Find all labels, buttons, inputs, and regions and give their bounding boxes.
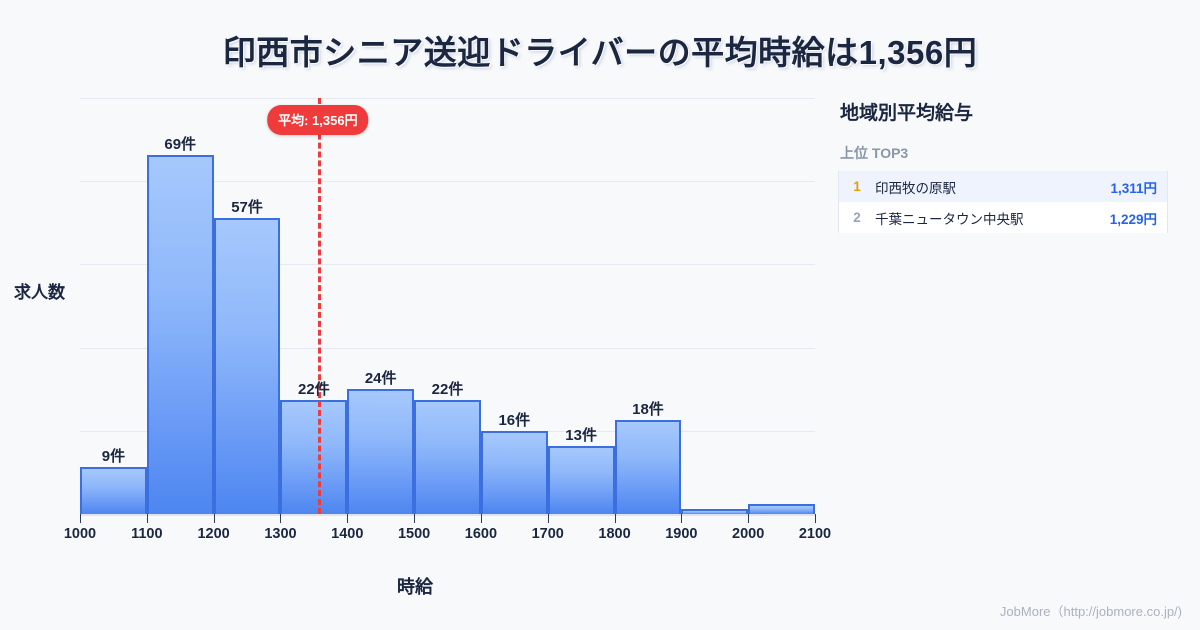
rank-row[interactable]: 1 印西牧の原駅 1,311円 bbox=[839, 171, 1167, 202]
x-axis-tick bbox=[547, 514, 549, 523]
gridline bbox=[80, 264, 815, 266]
histogram-bar bbox=[480, 430, 548, 514]
x-axis-tick bbox=[280, 514, 282, 523]
x-axis-tick bbox=[414, 514, 416, 523]
bar-value-label: 22件 bbox=[298, 380, 330, 398]
x-axis-tick bbox=[146, 514, 148, 523]
histogram-bar bbox=[614, 420, 682, 514]
x-axis-tick bbox=[748, 514, 750, 523]
x-axis-tick-label: 1600 bbox=[464, 526, 498, 542]
histogram-bar bbox=[347, 389, 415, 514]
histogram-bar bbox=[146, 155, 214, 514]
x-axis-tick bbox=[213, 514, 215, 523]
y-axis-label: 求人数 bbox=[14, 283, 65, 302]
bar-value-label: 69件 bbox=[164, 136, 197, 154]
histogram-bar bbox=[213, 217, 281, 514]
gridline bbox=[80, 98, 815, 99]
bar-value-label: 9件 bbox=[101, 448, 126, 466]
rank-wage-value: 1,311円 bbox=[1110, 180, 1157, 196]
histogram-bar bbox=[547, 446, 615, 514]
x-axis-tick bbox=[681, 514, 683, 523]
x-axis-tick bbox=[80, 514, 81, 523]
rank-area-name: 印西牧の原駅 bbox=[875, 180, 956, 196]
page-title: 印西市シニア送迎ドライバーの平均時給は1,356円 bbox=[222, 34, 978, 71]
x-axis-tick-label: 1400 bbox=[331, 526, 364, 542]
gridline bbox=[80, 181, 815, 183]
bar-value-label: 57件 bbox=[231, 198, 263, 216]
rank-wage-value: 1,229円 bbox=[1109, 211, 1157, 227]
histogram-bar bbox=[748, 503, 815, 514]
x-axis-tick-label: 2100 bbox=[798, 526, 832, 542]
x-axis-baseline bbox=[80, 514, 815, 516]
x-axis-tick-label: 1500 bbox=[397, 526, 431, 542]
rank-number: 1 bbox=[853, 179, 861, 194]
x-axis-tick-label: 1000 bbox=[63, 526, 97, 542]
plot-area bbox=[80, 98, 815, 514]
bar-value-label: 24件 bbox=[364, 370, 397, 388]
sidebar: 地域別平均給与 上位 TOP3 1 印西牧の原駅 1,311円 2 千葉ニュータウン中央… bbox=[838, 98, 1168, 233]
sidebar-heading: 地域別平均給与 bbox=[840, 103, 974, 124]
footer-watermark: JobMore（http://jobmore.co.jp/) bbox=[999, 604, 1182, 619]
x-axis-tick-label: 1100 bbox=[131, 526, 163, 542]
x-axis-tick bbox=[480, 514, 482, 523]
rank-row[interactable]: 2 千葉ニュータウン中央駅 1,229円 bbox=[839, 202, 1167, 233]
rank-table: 1 印西牧の原駅 1,311円 2 千葉ニュータウン中央駅 1,229円 bbox=[838, 171, 1168, 233]
x-axis-tick bbox=[614, 514, 616, 523]
sidebar-subheading: 上位 TOP3 bbox=[840, 145, 909, 161]
bar-value-label: 22件 bbox=[431, 380, 464, 398]
x-axis-tick-label: 1800 bbox=[598, 526, 631, 542]
histogram-bar bbox=[80, 467, 147, 514]
bar-value-label: 18件 bbox=[632, 401, 664, 419]
rank-area-name: 千葉ニュータウン中央駅 bbox=[875, 211, 1024, 227]
x-axis-tick-label: 1900 bbox=[665, 526, 698, 542]
average-badge: 平均: 1,356円 bbox=[267, 105, 369, 135]
x-axis-tick bbox=[347, 514, 349, 523]
x-axis-tick bbox=[815, 514, 816, 523]
x-axis-tick-label: 1700 bbox=[531, 526, 564, 542]
rank-number: 2 bbox=[853, 210, 861, 225]
x-axis-tick-label: 1300 bbox=[264, 526, 297, 542]
chart-area: 求人数 時給 平均: 1,356円 9件 69件 57件 22件 24件 22件 16件 13… bbox=[14, 98, 832, 597]
histogram-bar bbox=[681, 508, 749, 514]
x-axis-label: 時給 bbox=[397, 577, 433, 597]
x-axis-tick-label: 1200 bbox=[197, 526, 230, 542]
bar-value-label: 16件 bbox=[498, 411, 531, 429]
bar-value-label: 13件 bbox=[565, 427, 597, 445]
histogram-bar bbox=[414, 399, 481, 514]
histogram-bar bbox=[280, 399, 348, 514]
x-axis-tick-label: 2000 bbox=[732, 526, 765, 542]
gridline bbox=[80, 347, 815, 349]
average-line bbox=[317, 98, 321, 514]
